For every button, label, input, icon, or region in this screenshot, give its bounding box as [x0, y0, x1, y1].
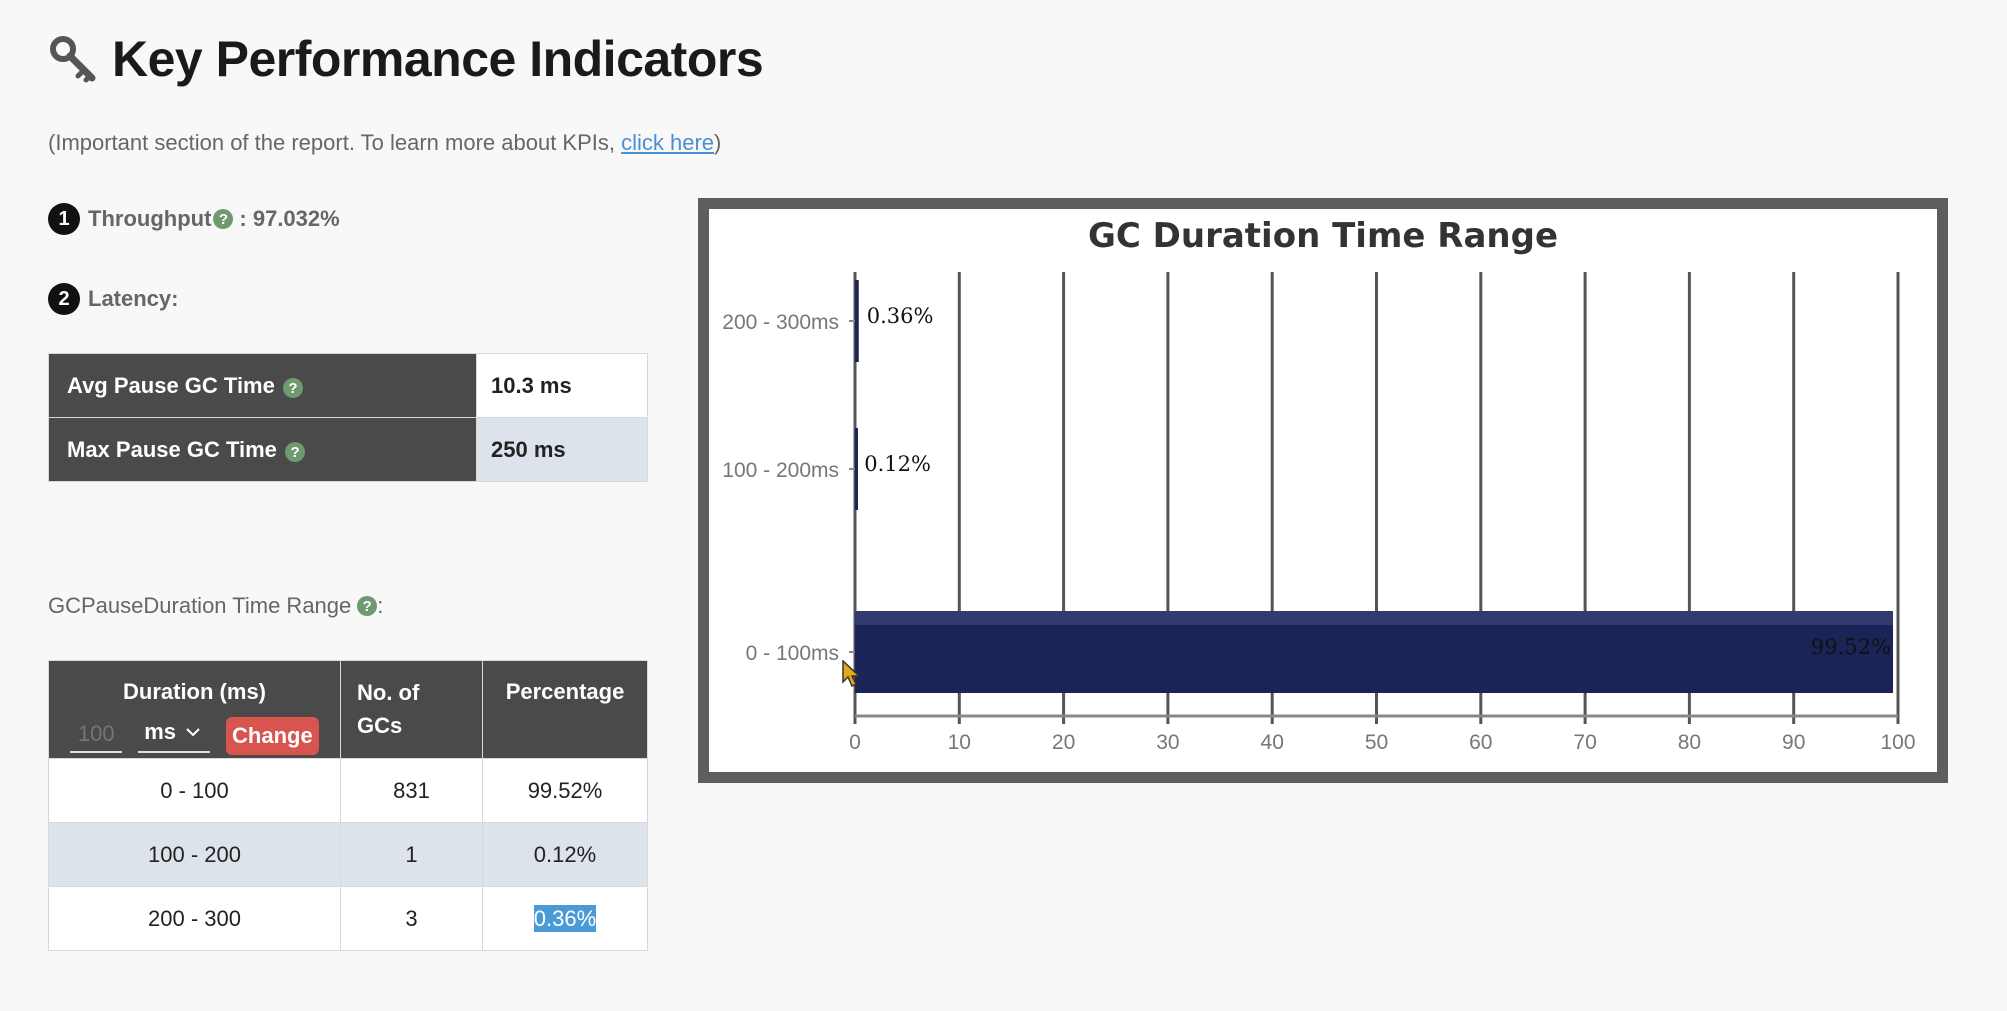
help-icon[interactable]: ?	[285, 442, 306, 462]
number-badge: 2	[48, 283, 80, 315]
gc-duration-chart: GC Duration Time Range 0 10 20 30 40 50 60 70 80 9…	[722, 216, 1915, 754]
throughput-label: Throughput	[88, 206, 212, 231]
max-pause-value: 250 ms	[476, 417, 648, 482]
duration-bucket-input[interactable]	[70, 719, 123, 753]
help-icon[interactable]: ?	[357, 596, 378, 616]
range-label-text: GCPauseDuration Time Range	[48, 593, 352, 618]
y-tick-label: 100 - 200ms	[722, 459, 839, 482]
table-header-row: Duration (ms) ms Change No. of GCs Perce…	[48, 660, 648, 759]
x-tick-label: 20	[1052, 731, 1075, 754]
change-button[interactable]: Change	[226, 717, 319, 755]
x-tick-label: 60	[1469, 731, 1492, 754]
gcs-cell: 1	[340, 822, 483, 887]
unit-select[interactable]: ms	[138, 719, 211, 753]
max-pause-label-cell: Max Pause GC Time ?	[48, 417, 477, 482]
help-icon[interactable]: ?	[282, 378, 303, 398]
table-row: Max Pause GC Time ? 250 ms	[48, 417, 648, 482]
table-row: 100 - 200 1 0.12%	[48, 822, 648, 887]
avg-pause-label: Avg Pause GC Time	[67, 372, 275, 398]
table-row: 0 - 100 831 99.52%	[48, 758, 648, 823]
number-badge: 1	[48, 203, 80, 235]
y-tick-label: 200 - 300ms	[722, 311, 839, 334]
gcs-header-line1: No. of	[357, 680, 420, 705]
throughput-value: : 97.032%	[239, 206, 340, 231]
gcs-cell: 831	[340, 758, 483, 823]
avg-pause-value: 10.3 ms	[476, 353, 648, 418]
duration-cell: 200 - 300	[48, 886, 341, 951]
x-tick-label: 30	[1156, 731, 1179, 754]
y-tick-label: 0 - 100ms	[746, 642, 839, 665]
percentage-cell: 0.36%	[482, 886, 648, 951]
chart-container: GC Duration Time Range 0 10 20 30 40 50 60 70 80 9…	[709, 209, 1937, 772]
chart-bar-highlight	[855, 611, 1893, 625]
latency-label: Latency:	[88, 286, 179, 311]
latency-line: 2 Latency:	[48, 283, 178, 315]
data-label: 0.36%	[867, 304, 934, 328]
throughput-line: 1 Throughput ? : 97.032%	[48, 203, 340, 235]
table-row: 200 - 300 3 0.36%	[48, 886, 648, 951]
page-subtitle: (Important section of the report. To lea…	[48, 130, 721, 156]
data-label: 0.12%	[864, 452, 931, 476]
percentage-header: Percentage	[482, 660, 648, 759]
unit-selected-value: ms	[144, 719, 177, 744]
x-tick-label: 40	[1261, 731, 1284, 754]
x-tick-label: 50	[1365, 731, 1388, 754]
gcs-cell: 3	[340, 886, 483, 951]
avg-pause-label-cell: Avg Pause GC Time ?	[48, 353, 477, 418]
chart-title: GC Duration Time Range	[1088, 216, 1558, 256]
selected-percentage-text: 0.36%	[533, 904, 597, 932]
page-header: Key Performance Indicators	[48, 30, 764, 88]
percentage-cell: 99.52%	[482, 758, 648, 823]
chevron-down-icon	[186, 728, 200, 737]
mouse-cursor-icon	[842, 660, 861, 688]
duration-controls: ms Change	[50, 717, 339, 755]
x-tick-label: 70	[1573, 731, 1596, 754]
percentage-cell: 0.12%	[482, 822, 648, 887]
gcs-header-line2: GCs	[357, 713, 403, 738]
help-icon[interactable]: ?	[213, 209, 234, 229]
x-tick-label: 0	[849, 731, 861, 754]
range-section-label: GCPauseDuration Time Range ? :	[48, 593, 383, 619]
duration-header: Duration (ms) ms Change	[48, 660, 341, 759]
chart-frame: GC Duration Time Range 0 10 20 30 40 50 60 70 80 9…	[698, 198, 1948, 783]
x-tick-label: 80	[1678, 731, 1701, 754]
chart-bar	[855, 428, 858, 510]
subtitle-text: (Important section of the report. To lea…	[48, 130, 622, 155]
range-label-suffix: :	[377, 593, 384, 618]
kpi-help-link[interactable]: click here	[621, 130, 715, 155]
x-tick-label: 10	[948, 731, 971, 754]
max-pause-label: Max Pause GC Time	[67, 436, 277, 462]
duration-cell: 100 - 200	[48, 822, 341, 887]
page-title: Key Performance Indicators	[112, 31, 764, 87]
x-tick-label: 90	[1782, 731, 1805, 754]
key-icon	[50, 36, 96, 83]
subtitle-suffix: )	[714, 130, 722, 155]
gcs-header: No. of GCs	[340, 660, 483, 759]
data-label: 99.52%	[1811, 635, 1891, 659]
duration-cell: 0 - 100	[48, 758, 341, 823]
chart-bar	[855, 280, 859, 362]
duration-table: Duration (ms) ms Change No. of GCs Perce…	[48, 660, 648, 951]
latency-table: Avg Pause GC Time ? 10.3 ms Max Pause GC…	[48, 353, 648, 482]
x-tick-label: 100	[1880, 731, 1915, 754]
duration-header-label: Duration (ms)	[123, 679, 266, 704]
table-row: Avg Pause GC Time ? 10.3 ms	[48, 353, 648, 418]
